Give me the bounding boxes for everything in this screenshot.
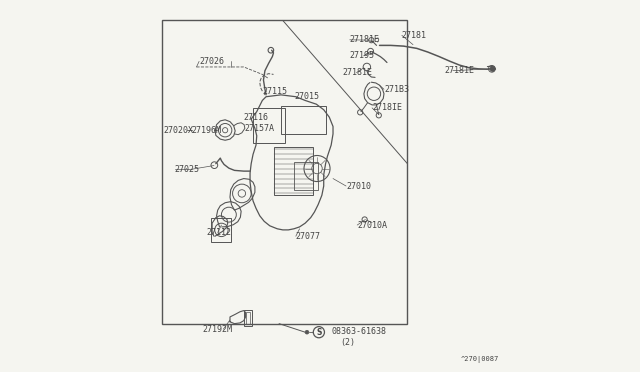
Text: 27020X: 27020X — [164, 126, 194, 135]
Text: 27157A: 27157A — [245, 124, 275, 133]
Text: 27181E: 27181E — [349, 35, 380, 44]
Text: 27025: 27025 — [175, 165, 200, 174]
Text: 27181: 27181 — [402, 31, 427, 40]
Text: 271B3: 271B3 — [384, 85, 409, 94]
Bar — [273, 147, 312, 195]
Text: 27112: 27112 — [207, 228, 232, 237]
Bar — [244, 310, 252, 326]
Circle shape — [305, 330, 309, 334]
Text: 27192M: 27192M — [203, 325, 233, 334]
Text: 08363-61638: 08363-61638 — [331, 327, 386, 336]
Bar — [281, 106, 326, 134]
Text: 27077: 27077 — [296, 232, 321, 241]
Text: 27010A: 27010A — [357, 221, 387, 230]
Text: 27010: 27010 — [346, 182, 371, 190]
Text: 27195: 27195 — [349, 51, 375, 60]
Text: 27196M: 27196M — [191, 126, 221, 135]
Text: S: S — [316, 328, 321, 337]
Bar — [162, 20, 408, 324]
Text: 27015: 27015 — [294, 92, 319, 101]
Text: 27181E: 27181E — [445, 66, 475, 75]
Text: 27026: 27026 — [199, 57, 224, 66]
Bar — [246, 312, 250, 324]
Bar — [211, 218, 232, 242]
Bar — [294, 162, 318, 190]
Text: 27115: 27115 — [262, 87, 287, 96]
Text: 27181E: 27181E — [342, 68, 372, 77]
Text: (2): (2) — [340, 338, 355, 347]
Circle shape — [490, 66, 495, 71]
Text: ^270|0087: ^270|0087 — [460, 356, 499, 363]
Text: 27116: 27116 — [244, 113, 269, 122]
Bar — [253, 108, 285, 143]
Text: 2718IE: 2718IE — [372, 103, 402, 112]
